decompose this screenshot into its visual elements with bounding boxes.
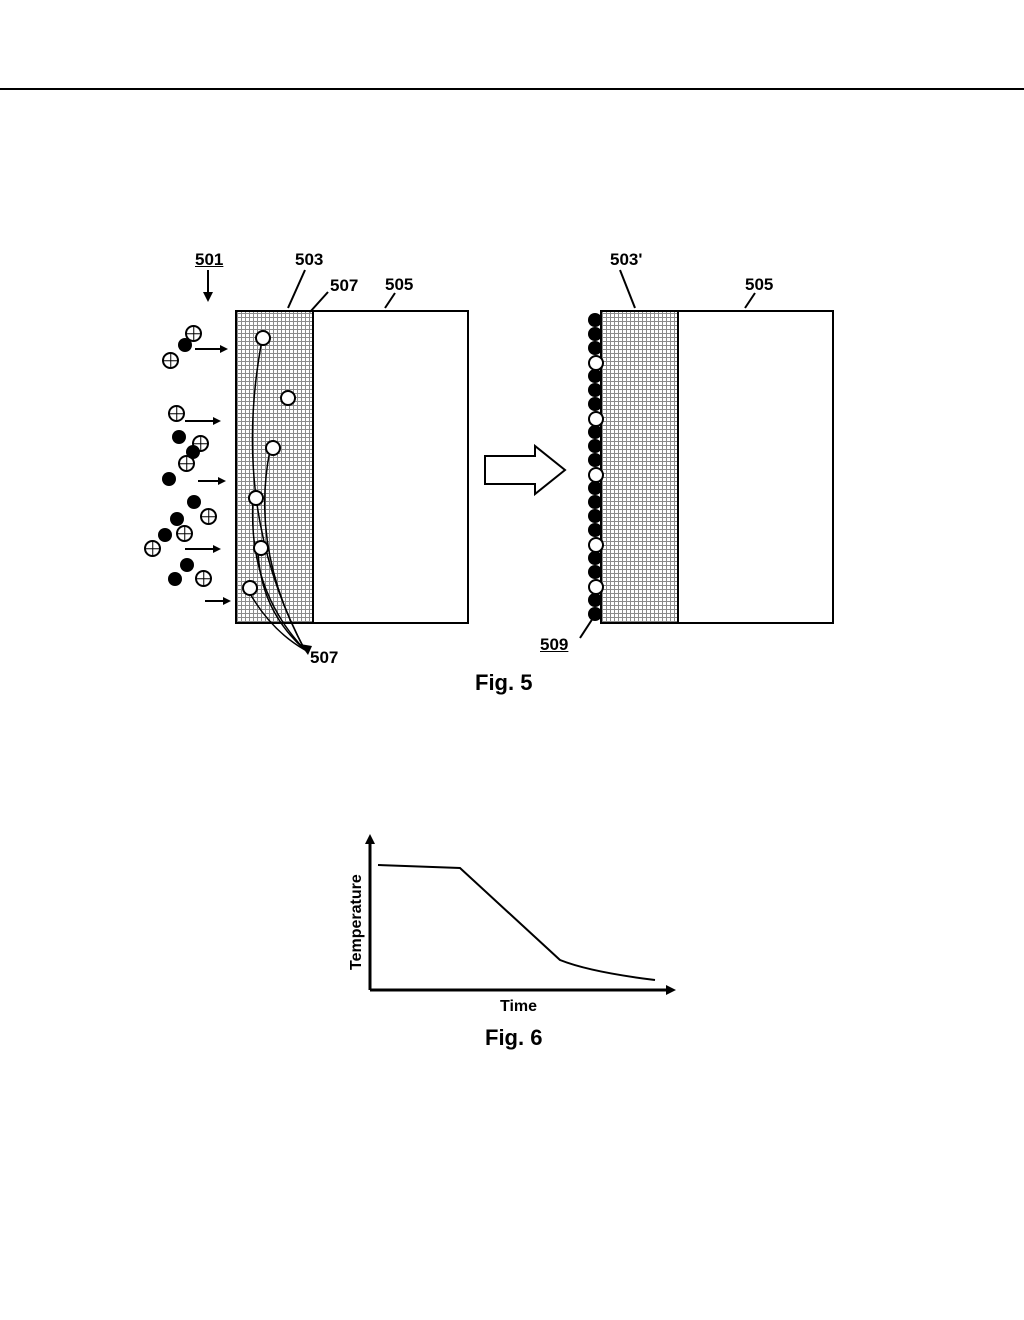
- edge-particle-filled: [588, 565, 602, 579]
- particle-open: [248, 490, 264, 506]
- edge-particle-filled: [588, 369, 602, 383]
- particle-open: [242, 580, 258, 596]
- flow-arrow: [185, 548, 213, 550]
- particle-filled: [172, 430, 186, 444]
- fig6-plot: [320, 830, 720, 1050]
- edge-particle-filled: [588, 481, 602, 495]
- flow-arrow-head: [213, 417, 221, 425]
- flow-arrow: [198, 480, 218, 482]
- flow-arrow-head: [218, 477, 226, 485]
- edge-particle-filled: [588, 341, 602, 355]
- particle-open: [280, 390, 296, 406]
- particle-filled: [158, 528, 172, 542]
- particle-cross: [176, 525, 193, 542]
- flow-arrow-head: [223, 597, 231, 605]
- edge-particle-filled: [588, 397, 602, 411]
- particle-cross: [144, 540, 161, 557]
- edge-particle-filled: [588, 509, 602, 523]
- particle-filled: [178, 338, 192, 352]
- edge-particle-filled: [588, 495, 602, 509]
- flow-arrow-head: [213, 545, 221, 553]
- particle-open: [253, 540, 269, 556]
- edge-particle-filled: [588, 523, 602, 537]
- label-501: 501: [195, 250, 223, 270]
- layer-503: [235, 310, 314, 624]
- figure-5: 501 503 505 507 503' 505: [140, 250, 900, 700]
- particle-open: [265, 440, 281, 456]
- particle-cross: [200, 508, 217, 525]
- substrate-505-right: [675, 310, 834, 624]
- substrate-505-left: [310, 310, 469, 624]
- label-505-right: 505: [745, 275, 773, 295]
- flow-arrow: [185, 420, 213, 422]
- label-505-left: 505: [385, 275, 413, 295]
- edge-particle-filled: [588, 425, 602, 439]
- particle-filled: [187, 495, 201, 509]
- figure-6: Temperature Time Fig. 6: [320, 830, 720, 1050]
- edge-particle-filled: [588, 551, 602, 565]
- label-507-bottom: 507: [310, 648, 338, 668]
- fig6-xlabel: Time: [500, 998, 537, 1016]
- particle-filled: [170, 512, 184, 526]
- particle-cross: [168, 405, 185, 422]
- particle-open: [255, 330, 271, 346]
- edge-particle-filled: [588, 383, 602, 397]
- label-503-prime: 503': [610, 250, 642, 270]
- fig5-caption: Fig. 5: [475, 670, 532, 696]
- particle-filled: [162, 472, 176, 486]
- label-503: 503: [295, 250, 323, 270]
- edge-particle-filled: [588, 593, 602, 607]
- edge-particle-filled: [588, 439, 602, 453]
- particle-filled: [180, 558, 194, 572]
- label-509: 509: [540, 635, 568, 655]
- patent-page: Patent Application Publication Feb. 10, …: [0, 0, 1024, 1320]
- fig6-ylabel: Temperature: [348, 874, 366, 970]
- flow-arrow: [195, 348, 220, 350]
- page-header-rule: [0, 88, 1024, 90]
- particle-filled: [168, 572, 182, 586]
- label-507-top: 507: [330, 276, 358, 296]
- edge-particle-filled: [588, 607, 602, 621]
- layer-503-prime: [600, 310, 679, 624]
- particle-cross: [195, 570, 212, 587]
- flow-arrow-head: [220, 345, 228, 353]
- edge-particle-filled: [588, 313, 602, 327]
- particle-cross: [162, 352, 179, 369]
- edge-particle-filled: [588, 453, 602, 467]
- particle-filled: [186, 445, 200, 459]
- edge-particle-filled: [588, 327, 602, 341]
- fig6-caption: Fig. 6: [485, 1025, 542, 1051]
- flow-arrow: [205, 600, 223, 602]
